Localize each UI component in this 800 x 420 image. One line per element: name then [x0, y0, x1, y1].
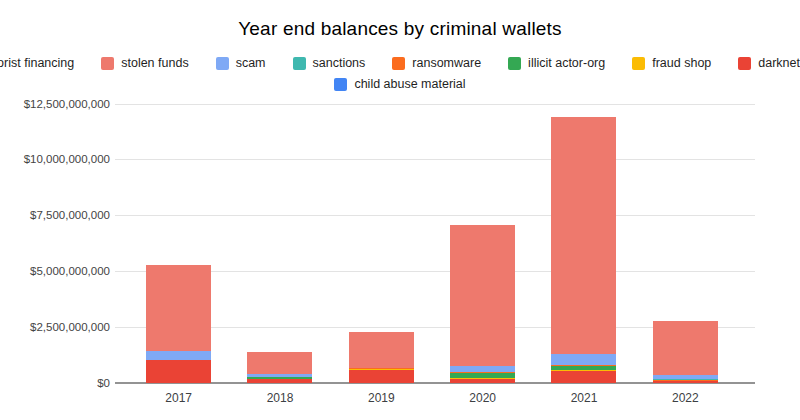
bar-segment-ransomware: [653, 380, 718, 381]
gridline: [115, 215, 755, 216]
legend-label: stolen funds: [121, 56, 188, 70]
bar-segment-darknet-market: [450, 379, 515, 383]
gridline: [115, 159, 755, 160]
x-tick-label: 2022: [645, 391, 725, 405]
y-tick-label: $10,000,000,000: [0, 153, 110, 165]
legend-item: darknet market: [738, 56, 800, 70]
x-tick-label: 2021: [544, 391, 624, 405]
bar-segment-ransomware: [551, 365, 616, 366]
legend-item: child abuse material: [334, 77, 465, 91]
legend-label: illicit actor-org: [528, 56, 605, 70]
bar-segment-fraud-shop: [349, 369, 414, 370]
legend-item: sanctions: [293, 56, 366, 70]
bar-segment-darknet-market: [653, 381, 718, 383]
legend-swatch-icon: [293, 57, 306, 70]
bar-segment-scam: [450, 366, 515, 371]
legend-item: scam: [216, 56, 266, 70]
x-tick-label: 2017: [139, 391, 219, 405]
legend-row: terrorist financing stolen funds scam sanct…: [0, 56, 800, 70]
bar-segment-illicit-actor-org: [551, 366, 616, 370]
legend-swatch-icon: [101, 57, 114, 70]
x-tick-label: 2020: [443, 391, 523, 405]
bar-segment-darknet-market: [247, 379, 312, 383]
bar-segment-ransomware: [450, 372, 515, 373]
legend-swatch-icon: [508, 57, 521, 70]
bar-segment-sanctions: [653, 379, 718, 380]
y-tick-label: $2,500,000,000: [0, 321, 110, 333]
legend-item: stolen funds: [101, 56, 188, 70]
bar-segment-scam: [653, 375, 718, 378]
legend-label: terrorist financing: [0, 56, 74, 70]
legend-item: terrorist financing: [0, 56, 74, 70]
legend-swatch-icon: [632, 57, 645, 70]
stacked-bar-chart: Year end balances by criminal wallets te…: [0, 0, 800, 420]
bar-segment-stolen-funds: [653, 321, 718, 375]
legend-label: ransomware: [412, 56, 481, 70]
bar-segment-scam: [247, 374, 312, 378]
bar-segment-stolen-funds: [247, 352, 312, 373]
legend-item: illicit actor-org: [508, 56, 605, 70]
legend-swatch-icon: [738, 57, 751, 70]
legend-label: child abuse material: [354, 77, 465, 91]
bar-segment-stolen-funds: [450, 225, 515, 366]
bar-segment-stolen-funds: [551, 117, 616, 354]
legend-row: child abuse material: [334, 77, 465, 91]
bar-segment-illicit-actor-org: [247, 377, 312, 379]
legend-swatch-icon: [216, 57, 229, 70]
gridline: [115, 104, 755, 105]
legend-swatch-icon: [392, 57, 405, 70]
legend-item: ransomware: [392, 56, 481, 70]
bar-segment-scam: [551, 354, 616, 365]
bar-segment-darknet-market: [551, 371, 616, 383]
legend-label: darknet market: [758, 56, 800, 70]
x-tick-label: 2018: [240, 391, 320, 405]
legend-label: scam: [236, 56, 266, 70]
legend-swatch-icon: [334, 78, 347, 91]
bar-segment-illicit-actor-org: [450, 373, 515, 377]
bar-segment-scam: [146, 351, 211, 360]
bar-segment-darknet-market: [349, 370, 414, 383]
legend-item: fraud shop: [632, 56, 711, 70]
bar-segment-fraud-shop: [450, 378, 515, 379]
x-tick-label: 2019: [341, 391, 421, 405]
legend-label: fraud shop: [652, 56, 711, 70]
bar-segment-stolen-funds: [349, 332, 414, 368]
y-tick-label: $12,500,000,000: [0, 98, 110, 110]
chart-title: Year end balances by criminal wallets: [0, 18, 800, 40]
legend-label: sanctions: [313, 56, 366, 70]
bar-segment-darknet-market: [146, 360, 211, 383]
chart-legend: terrorist financing stolen funds scam sanct…: [0, 56, 800, 91]
bar-segment-fraud-shop: [551, 370, 616, 371]
bar-segment-ransomware: [349, 368, 414, 369]
y-tick-label: $5,000,000,000: [0, 265, 110, 277]
y-tick-label: $0: [0, 377, 110, 389]
bar-segment-stolen-funds: [146, 265, 211, 351]
y-tick-label: $7,500,000,000: [0, 209, 110, 221]
